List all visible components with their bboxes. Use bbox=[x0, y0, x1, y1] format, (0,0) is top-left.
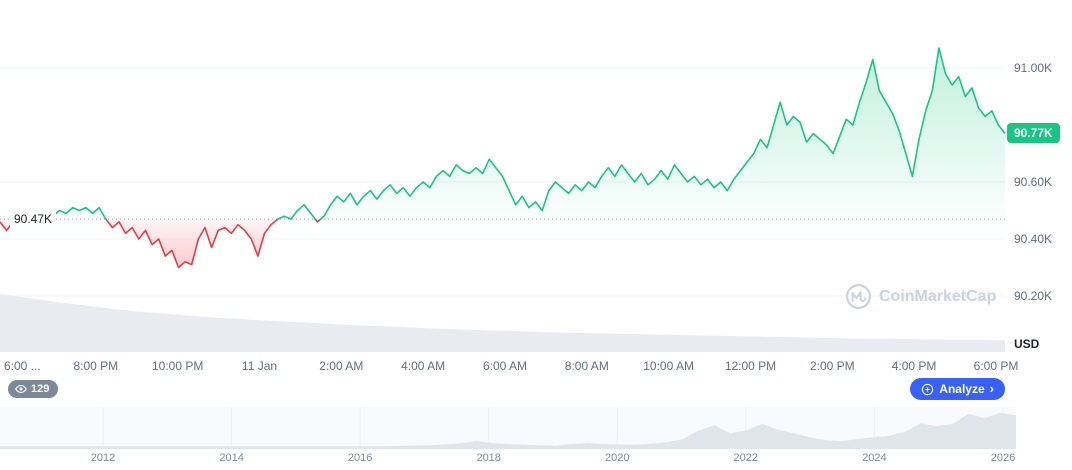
range-year-label: 2016 bbox=[347, 452, 373, 464]
x-axis-tick-label: 8:00 AM bbox=[564, 359, 609, 373]
range-year-label: 2018 bbox=[476, 452, 501, 464]
eye-icon bbox=[15, 384, 27, 394]
x-axis-tick-label: 2:00 PM bbox=[809, 359, 855, 373]
price-line-down bbox=[0, 219, 322, 269]
x-axis-tick-label: 8:00 PM bbox=[73, 359, 119, 373]
x-axis-tick-label: 6:00 PM bbox=[973, 359, 1019, 373]
range-year-label: 2024 bbox=[862, 452, 887, 464]
watchers-badge[interactable]: 129 bbox=[8, 380, 59, 398]
x-axis-tick-label: 12:00 PM bbox=[724, 359, 777, 373]
price-area-down bbox=[0, 219, 321, 268]
x-axis-tick-label: 10:00 AM bbox=[643, 359, 694, 373]
x-axis-tick-label: 2:00 AM bbox=[319, 359, 364, 373]
x-axis-tick-label: 6:00 ... bbox=[4, 359, 41, 373]
watermark-text: CoinMarketCap bbox=[879, 287, 997, 305]
range-year-label: 2026 bbox=[990, 452, 1016, 464]
x-axis-tick-label: 11 Jan bbox=[241, 359, 278, 373]
coinmarketcap-logo-icon bbox=[846, 284, 871, 309]
baseline-price-label: 90.47K bbox=[10, 211, 57, 227]
x-axis-tick-label: 10:00 PM bbox=[152, 359, 204, 373]
range-selector[interactable] bbox=[0, 407, 1016, 449]
analyze-label: Analyze bbox=[939, 382, 985, 396]
range-year-label: 2014 bbox=[219, 452, 244, 464]
price-area-up bbox=[0, 48, 1005, 220]
price-line-up bbox=[17, 47, 1005, 220]
y-axis-tick-label: 90.20K bbox=[1014, 289, 1053, 303]
range-selector-chart[interactable] bbox=[0, 407, 1016, 449]
volume-silhouette bbox=[0, 294, 1005, 352]
x-axis-tick-label: 4:00 AM bbox=[401, 359, 446, 373]
y-axis-tick-label: 90.60K bbox=[1014, 175, 1053, 189]
analyze-button[interactable]: Analyze › bbox=[910, 378, 1005, 400]
range-year-axis: 2012 2014 2016 2018 2020 2022 2024 2026 bbox=[0, 452, 1016, 467]
chevron-right-icon: › bbox=[989, 381, 994, 396]
all-time-history-area bbox=[0, 412, 1016, 449]
x-axis-tick-label: 4:00 PM bbox=[891, 359, 937, 373]
x-axis-tick-label: 6:00 AM bbox=[482, 359, 528, 373]
range-year-label: 2012 bbox=[90, 452, 116, 464]
range-year-label: 2022 bbox=[733, 452, 759, 464]
watchers-count: 129 bbox=[31, 383, 50, 395]
coinmarketcap-watermark: CoinMarketCap bbox=[845, 283, 996, 310]
axis-unit-label: USD bbox=[1014, 337, 1040, 351]
current-price-badge: 90.77K bbox=[1007, 123, 1060, 143]
x-axis: 6:00 ... 8:00 PM 10:00 PM 11 Jan 2:00 AM 4:00… bbox=[0, 359, 1018, 375]
y-axis-tick-label: 90.40K bbox=[1014, 232, 1053, 246]
y-axis-tick-label: 91.00K bbox=[1014, 61, 1053, 75]
price-chart[interactable] bbox=[0, 0, 1005, 352]
range-year-label: 2020 bbox=[605, 452, 630, 464]
sparkle-icon bbox=[922, 383, 934, 395]
